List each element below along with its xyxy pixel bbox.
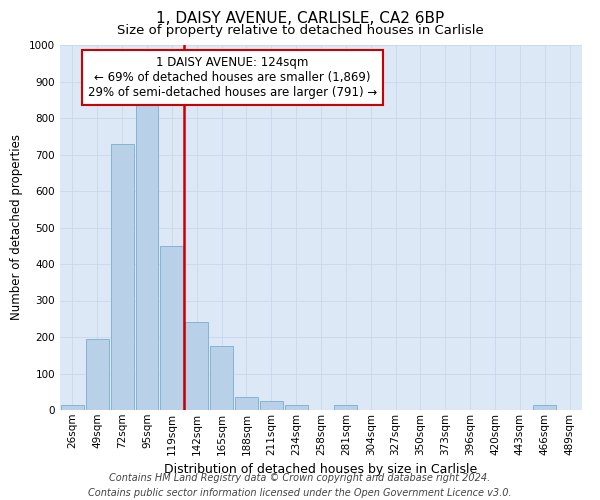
Bar	[61, 404, 84, 410]
Bar	[210, 346, 233, 410]
Bar	[185, 322, 208, 410]
Text: Contains HM Land Registry data © Crown copyright and database right 2024.
Contai: Contains HM Land Registry data © Crown c…	[88, 472, 512, 498]
Bar	[533, 404, 556, 410]
X-axis label: Distribution of detached houses by size in Carlisle: Distribution of detached houses by size …	[164, 463, 478, 476]
Bar	[334, 404, 357, 410]
Bar	[160, 246, 183, 410]
Bar	[260, 401, 283, 410]
Bar	[86, 339, 109, 410]
Bar	[285, 404, 308, 410]
Text: 1 DAISY AVENUE: 124sqm
← 69% of detached houses are smaller (1,869)
29% of semi-: 1 DAISY AVENUE: 124sqm ← 69% of detached…	[88, 56, 377, 99]
Text: 1, DAISY AVENUE, CARLISLE, CA2 6BP: 1, DAISY AVENUE, CARLISLE, CA2 6BP	[156, 11, 444, 26]
Bar	[235, 397, 258, 410]
Y-axis label: Number of detached properties: Number of detached properties	[10, 134, 23, 320]
Bar	[111, 144, 134, 410]
Bar	[136, 105, 158, 410]
Text: Size of property relative to detached houses in Carlisle: Size of property relative to detached ho…	[116, 24, 484, 37]
